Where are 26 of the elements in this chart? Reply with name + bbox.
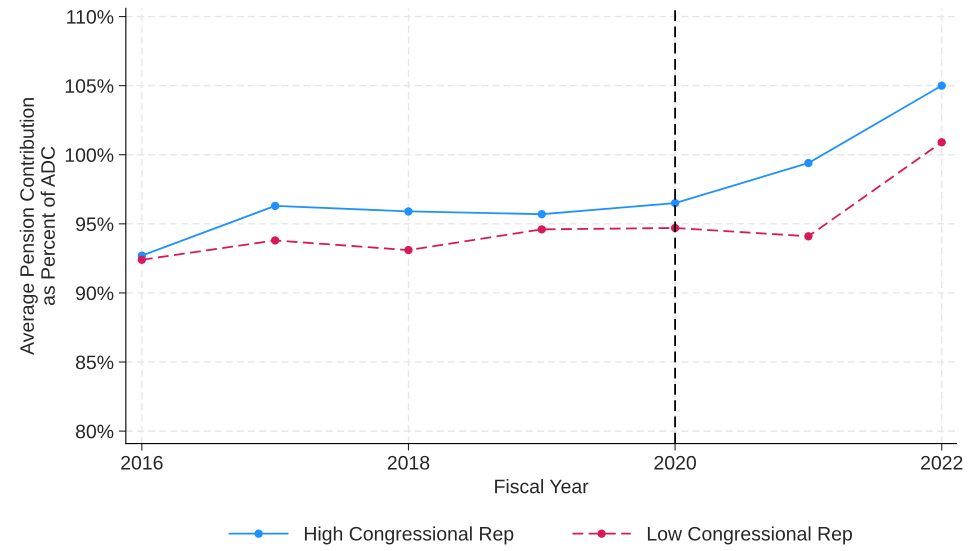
y-tick-label: 85% bbox=[76, 355, 114, 370]
y-tick-label: 110% bbox=[67, 10, 114, 24]
x-tick-label: 2016 bbox=[121, 456, 163, 470]
y-tick-label: 105% bbox=[66, 79, 114, 93]
point bbox=[138, 256, 146, 264]
y-tick-label: 100% bbox=[66, 148, 114, 162]
y-tick-label: 90% bbox=[76, 286, 114, 300]
point bbox=[538, 210, 546, 218]
x-tick-label: 2022 bbox=[921, 456, 962, 470]
point bbox=[270, 236, 280, 245]
point bbox=[938, 138, 946, 146]
legend-label: High Congressional Rep bbox=[304, 526, 514, 544]
point bbox=[938, 81, 946, 90]
x-axis-title: Fiscal Year bbox=[495, 479, 588, 494]
point bbox=[404, 207, 413, 216]
y-tick-label: 95% bbox=[76, 217, 114, 232]
point bbox=[804, 158, 813, 168]
point bbox=[804, 232, 813, 240]
point bbox=[270, 202, 280, 210]
x-tick-label: 2018 bbox=[388, 456, 430, 470]
point bbox=[404, 246, 413, 254]
y-tick-label: 80% bbox=[76, 424, 114, 438]
legend-label: Low Congressional Rep bbox=[648, 526, 852, 544]
point bbox=[538, 225, 546, 234]
x-tick-label: 2020 bbox=[654, 456, 696, 470]
y-axis-title: Average Pension Contribution as Percent of ADC bbox=[20, 98, 55, 355]
